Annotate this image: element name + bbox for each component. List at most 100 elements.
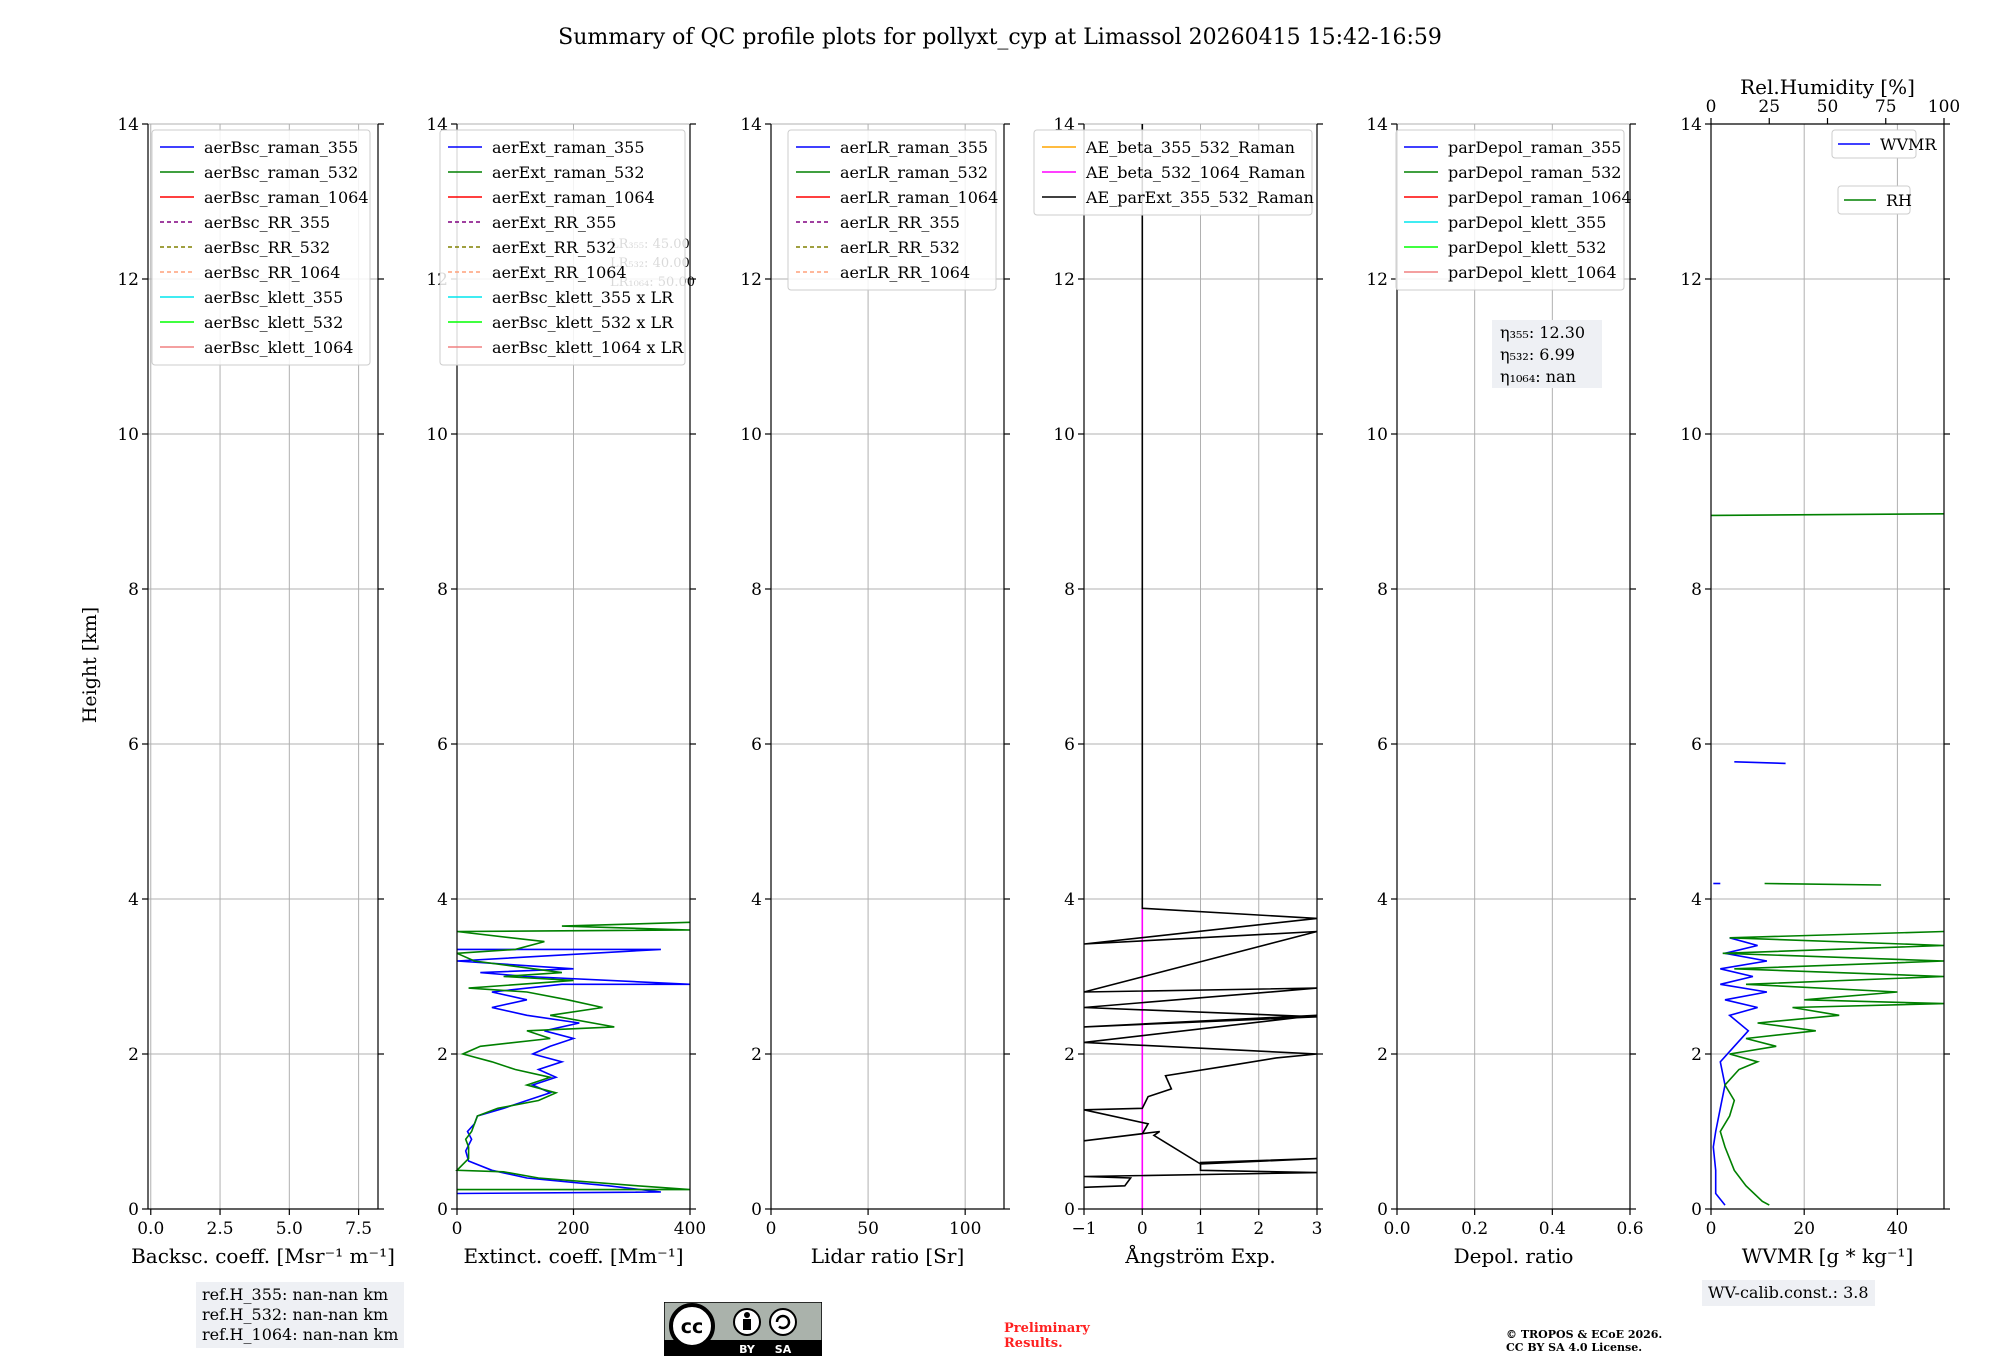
series-RH-5 bbox=[1710, 513, 1945, 517]
x-tick-label: 0 bbox=[766, 1219, 777, 1239]
y-tick-label: 4 bbox=[128, 890, 139, 910]
sa-share-icon bbox=[769, 1308, 797, 1336]
y-tick-label: 12 bbox=[740, 270, 762, 290]
x-tick-label: 20 bbox=[1793, 1219, 1815, 1239]
x-tick-label: 2.5 bbox=[207, 1219, 234, 1239]
legend: aerExt_raman_355 aerExt_raman_532 aerExt_r… bbox=[439, 129, 686, 366]
y-tick-label: 10 bbox=[117, 425, 139, 445]
x-axis-label: Extinct. coeff. [Mm⁻¹] bbox=[463, 1244, 683, 1268]
y-tick-label: 6 bbox=[1064, 735, 1075, 755]
wv-calib-text: WV-calib.const.: 3.8 bbox=[1708, 1283, 1869, 1302]
x-tick-label: 0.4 bbox=[1539, 1219, 1566, 1239]
legend-box bbox=[439, 129, 686, 366]
y-tick-label: 4 bbox=[1377, 890, 1388, 910]
x-axis-label: Ångström Exp. bbox=[1124, 1243, 1275, 1268]
series-RH-3 bbox=[1719, 930, 1945, 1206]
legend-label: aerLR_RR_532 bbox=[840, 238, 960, 257]
x-axis-label: Depol. ratio bbox=[1454, 1244, 1574, 1268]
y-tick-label: 2 bbox=[751, 1045, 762, 1065]
legend-label: aerLR_RR_1064 bbox=[840, 263, 970, 282]
legend: AE_beta_355_532_Raman AE_beta_532_1064_Ra… bbox=[1033, 129, 1314, 216]
y-tick-label: 0 bbox=[437, 1200, 448, 1220]
copyright-note: © TROPOS & ECoE 2026. CC BY SA 4.0 Licen… bbox=[1506, 1328, 1662, 1354]
y-tick-label: 12 bbox=[1366, 270, 1388, 290]
by-person-head-icon bbox=[744, 1312, 750, 1318]
legend-label: aerBsc_klett_355 x LR bbox=[492, 288, 674, 307]
cc-license-badge: cc BY SA bbox=[664, 1302, 822, 1356]
annotation-text: η₅₃₂: 6.99 bbox=[1500, 345, 1575, 364]
legend-label: parDepol_klett_1064 bbox=[1448, 263, 1617, 282]
legend-label: aerBsc_RR_355 bbox=[204, 213, 330, 232]
top-x-tick-label: 75 bbox=[1875, 97, 1897, 117]
x-tick-label: 0.6 bbox=[1616, 1219, 1643, 1239]
y-tick-label: 14 bbox=[117, 115, 139, 135]
legend-label: parDepol_raman_355 bbox=[1448, 138, 1621, 157]
annotation-box bbox=[1492, 320, 1602, 388]
legend-label: aerBsc_raman_1064 bbox=[204, 188, 369, 207]
y-tick-label: 8 bbox=[1377, 580, 1388, 600]
ref-height-532: ref.H_532: nan-nan km bbox=[202, 1305, 389, 1324]
preliminary-note: Preliminary Results. bbox=[1004, 1321, 1090, 1351]
legend-label: aerBsc_klett_1064 x LR bbox=[492, 338, 684, 357]
annotation-text: η₁₀₆₄: nan bbox=[1500, 367, 1576, 386]
y-tick-label: 2 bbox=[1377, 1045, 1388, 1065]
x-tick-label: 0.0 bbox=[137, 1219, 164, 1239]
y-tick-label: 10 bbox=[740, 425, 762, 445]
badge-sa-label: SA bbox=[775, 1343, 792, 1356]
legend-label: WVMR bbox=[1880, 135, 1937, 154]
y-tick-label: 10 bbox=[1366, 425, 1388, 445]
top-x-tick-label: 100 bbox=[1928, 97, 1960, 117]
ref-height-1064: ref.H_1064: nan-nan km bbox=[202, 1325, 399, 1344]
series-WVMR-0 bbox=[1712, 937, 1768, 1206]
legend-label: aerBsc_RR_532 bbox=[204, 238, 330, 257]
by-person-body-icon bbox=[743, 1319, 751, 1330]
y-tick-label: 4 bbox=[1691, 890, 1702, 910]
top-x-axis-label: Rel.Humidity [%] bbox=[1740, 75, 1915, 99]
x-tick-label: 2 bbox=[1253, 1219, 1264, 1239]
legend: aerLR_raman_355 aerLR_raman_532 aerLR_rama… bbox=[787, 129, 998, 291]
x-tick-label: 200 bbox=[557, 1219, 589, 1239]
copyright-line-2: CC BY SA 4.0 License. bbox=[1506, 1341, 1643, 1354]
series-aerExt_raman_532-1 bbox=[455, 921, 691, 1191]
y-tick-label: 8 bbox=[1064, 580, 1075, 600]
top-x-tick-label: 25 bbox=[1758, 97, 1780, 117]
ref-height-355: ref.H_355: nan-nan km bbox=[202, 1285, 389, 1304]
legend-label: RH bbox=[1886, 191, 1912, 210]
reference-height-box: ref.H_355: nan-nan km ref.H_532: nan-nan… bbox=[196, 1282, 405, 1348]
panel-5: 0 2 4 6 8 10 12 14 0.0 0.2 0.4 0.6 Depol. ratio η₃₅₅:… bbox=[1366, 115, 1643, 1268]
legend-label: AE_parExt_355_532_Raman bbox=[1085, 188, 1314, 207]
series-RH-4 bbox=[1764, 882, 1882, 886]
x-tick-label: 50 bbox=[857, 1219, 879, 1239]
y-tick-label: 14 bbox=[1366, 115, 1388, 135]
y-tick-label: 4 bbox=[751, 890, 762, 910]
x-tick-label: 40 bbox=[1887, 1219, 1909, 1239]
legend-box bbox=[787, 129, 997, 291]
legend-label: aerBsc_klett_532 x LR bbox=[492, 313, 674, 332]
grid bbox=[1710, 123, 1944, 1210]
x-axis-label: WVMR [g * kg⁻¹] bbox=[1742, 1244, 1914, 1268]
y-tick-label: 14 bbox=[740, 115, 762, 135]
y-tick-label: 14 bbox=[1680, 115, 1702, 135]
y-tick-label: 8 bbox=[1691, 580, 1702, 600]
x-axis-label: Backsc. coeff. [Msr⁻¹ m⁻¹] bbox=[131, 1244, 395, 1268]
legend-label: aerLR_RR_355 bbox=[840, 213, 960, 232]
x-tick-label: 0.0 bbox=[1383, 1219, 1410, 1239]
y-tick-label: 6 bbox=[1691, 735, 1702, 755]
x-tick-label: 5.0 bbox=[276, 1219, 303, 1239]
y-tick-label: 2 bbox=[128, 1045, 139, 1065]
legend-box bbox=[1831, 129, 1917, 159]
y-tick-label: 0 bbox=[1691, 1200, 1702, 1220]
annotation-text: η₃₅₅: 12.30 bbox=[1500, 323, 1585, 342]
legend: parDepol_raman_355 parDepol_raman_532 parD… bbox=[1395, 129, 1632, 291]
panel-1: 0 2 4 6 8 10 12 14 0.0 2.5 5.0 7.5 Backsc. coeff. [M… bbox=[117, 115, 395, 1268]
legend-box bbox=[151, 129, 371, 366]
y-tick-label: 10 bbox=[1053, 425, 1075, 445]
y-tick-label: 12 bbox=[117, 270, 139, 290]
top-x-tick-label: 50 bbox=[1817, 97, 1839, 117]
legend-label: parDepol_raman_1064 bbox=[1448, 188, 1632, 207]
figure-title: Summary of QC profile plots for pollyxt_… bbox=[558, 25, 1442, 50]
legend-label: aerExt_RR_355 bbox=[492, 213, 616, 232]
